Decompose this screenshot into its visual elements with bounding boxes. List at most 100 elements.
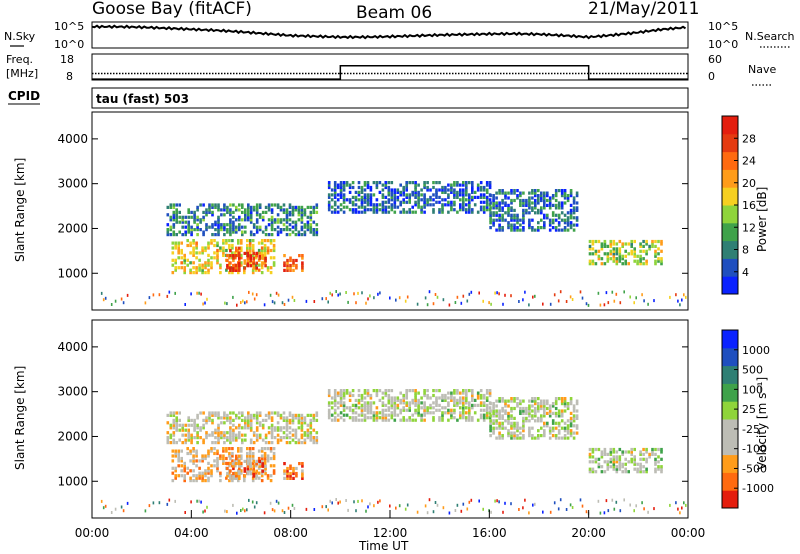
heatmap-cell bbox=[375, 198, 379, 202]
heatmap-cell bbox=[363, 195, 367, 199]
heatmap-cell bbox=[217, 423, 220, 427]
colorbar-segment bbox=[722, 133, 738, 153]
heatmap-cell bbox=[235, 474, 238, 478]
heatmap-cell bbox=[223, 411, 226, 415]
heatmap-cell bbox=[300, 213, 304, 217]
heatmap-cell bbox=[414, 185, 417, 190]
heatmap-cell bbox=[291, 428, 295, 432]
heatmap-cell bbox=[660, 262, 663, 266]
heatmap-cell bbox=[172, 233, 176, 237]
heatmap-cell bbox=[594, 447, 598, 452]
heatmap-cell bbox=[479, 393, 483, 398]
heatmap-cell bbox=[516, 434, 519, 438]
heatmap-cell bbox=[522, 226, 525, 230]
heatmap-cell bbox=[315, 411, 319, 415]
heatmap-cell bbox=[351, 203, 355, 207]
heatmap-cell bbox=[306, 431, 310, 435]
heatmap-cell bbox=[187, 418, 190, 422]
heatmap-cell bbox=[426, 188, 429, 192]
heatmap-cell bbox=[496, 291, 498, 295]
heatmap-cell bbox=[563, 421, 567, 425]
heatmap-cell bbox=[258, 413, 262, 417]
heatmap-cell bbox=[528, 404, 531, 408]
heatmap-cell bbox=[516, 189, 519, 193]
heatmap-cell bbox=[252, 225, 256, 229]
heatmap-cell bbox=[249, 467, 252, 471]
heatmap-cell bbox=[566, 211, 570, 215]
heatmap-cell bbox=[291, 225, 295, 229]
heatmap-cell bbox=[193, 421, 196, 425]
heatmap-cell bbox=[366, 203, 370, 207]
heatmap-cell bbox=[263, 447, 267, 451]
heatmap-cell bbox=[183, 461, 186, 465]
heatmap-cell bbox=[226, 466, 229, 471]
heatmap-cell bbox=[629, 295, 631, 299]
heatmap-cell bbox=[450, 190, 453, 194]
heatmap-cell bbox=[537, 406, 540, 411]
heatmap-cell bbox=[291, 416, 295, 420]
heatmap-cell bbox=[554, 406, 558, 411]
heatmap-cell bbox=[333, 183, 337, 187]
heatmap-cell bbox=[594, 239, 598, 244]
heatmap-cell bbox=[291, 503, 294, 507]
heatmap-cell bbox=[300, 205, 304, 209]
heatmap-cell bbox=[217, 220, 220, 224]
heatmap-cell bbox=[339, 181, 343, 185]
heatmap-cell bbox=[294, 431, 298, 435]
heatmap-cell bbox=[519, 431, 522, 435]
heatmap-cell bbox=[288, 413, 292, 417]
heatmap-cell bbox=[531, 416, 534, 420]
heatmap-cell bbox=[360, 403, 364, 407]
heatmap-cell bbox=[465, 401, 468, 405]
heatmap-cell bbox=[489, 218, 492, 222]
heatmap-cell bbox=[543, 409, 546, 413]
heatmap-cell bbox=[639, 244, 642, 248]
nave-tick-bottom: 0 bbox=[708, 70, 715, 83]
heatmap-cell bbox=[492, 196, 495, 200]
heatmap-cell bbox=[231, 246, 234, 250]
heatmap-cell bbox=[462, 391, 465, 395]
heatmap-cell bbox=[450, 408, 453, 412]
heatmap-cell bbox=[369, 406, 373, 410]
heatmap-cell bbox=[563, 434, 567, 438]
heatmap-cell bbox=[432, 406, 435, 410]
heatmap-cell bbox=[543, 429, 546, 433]
heatmap-cell bbox=[507, 414, 510, 418]
heatmap-cell bbox=[606, 259, 610, 263]
heatmap-cell bbox=[639, 462, 642, 466]
heatmap-cell bbox=[360, 210, 364, 214]
heatmap-cell bbox=[241, 418, 244, 422]
heatmap-cell bbox=[438, 408, 441, 412]
heatmap-cell bbox=[642, 249, 645, 253]
heatmap-cell bbox=[306, 433, 310, 437]
heatmap-cell bbox=[288, 218, 292, 222]
heatmap-cell bbox=[630, 457, 633, 461]
heatmap-cell bbox=[190, 292, 192, 296]
heatmap-cell bbox=[169, 228, 173, 232]
heatmap-cell bbox=[183, 256, 186, 260]
heatmap-cell bbox=[476, 183, 480, 187]
heatmap-cell bbox=[504, 218, 507, 222]
heatmap-cell bbox=[498, 203, 501, 207]
heatmap-cell bbox=[283, 462, 286, 466]
heatmap-cell bbox=[363, 408, 367, 412]
heatmap-cell bbox=[441, 188, 444, 192]
heatmap-cell bbox=[225, 476, 228, 480]
heatmap-cell bbox=[414, 190, 417, 194]
heatmap-cell bbox=[186, 239, 189, 243]
heatmap-cell bbox=[384, 418, 388, 422]
heatmap-cell bbox=[234, 464, 237, 468]
heatmap-cell bbox=[305, 299, 308, 303]
heatmap-cell bbox=[238, 474, 241, 478]
heatmap-cell bbox=[468, 413, 471, 417]
heatmap-cell bbox=[285, 423, 289, 427]
heatmap-cell bbox=[300, 423, 304, 427]
heatmap-cell bbox=[264, 228, 268, 232]
heatmap-cell bbox=[243, 268, 246, 272]
heatmap-cell bbox=[235, 249, 238, 253]
heatmap-cell bbox=[513, 426, 516, 430]
heatmap-cell bbox=[615, 292, 618, 296]
heatmap-cell bbox=[387, 396, 391, 400]
heatmap-cell bbox=[516, 424, 519, 428]
heatmap-cell bbox=[243, 271, 246, 275]
